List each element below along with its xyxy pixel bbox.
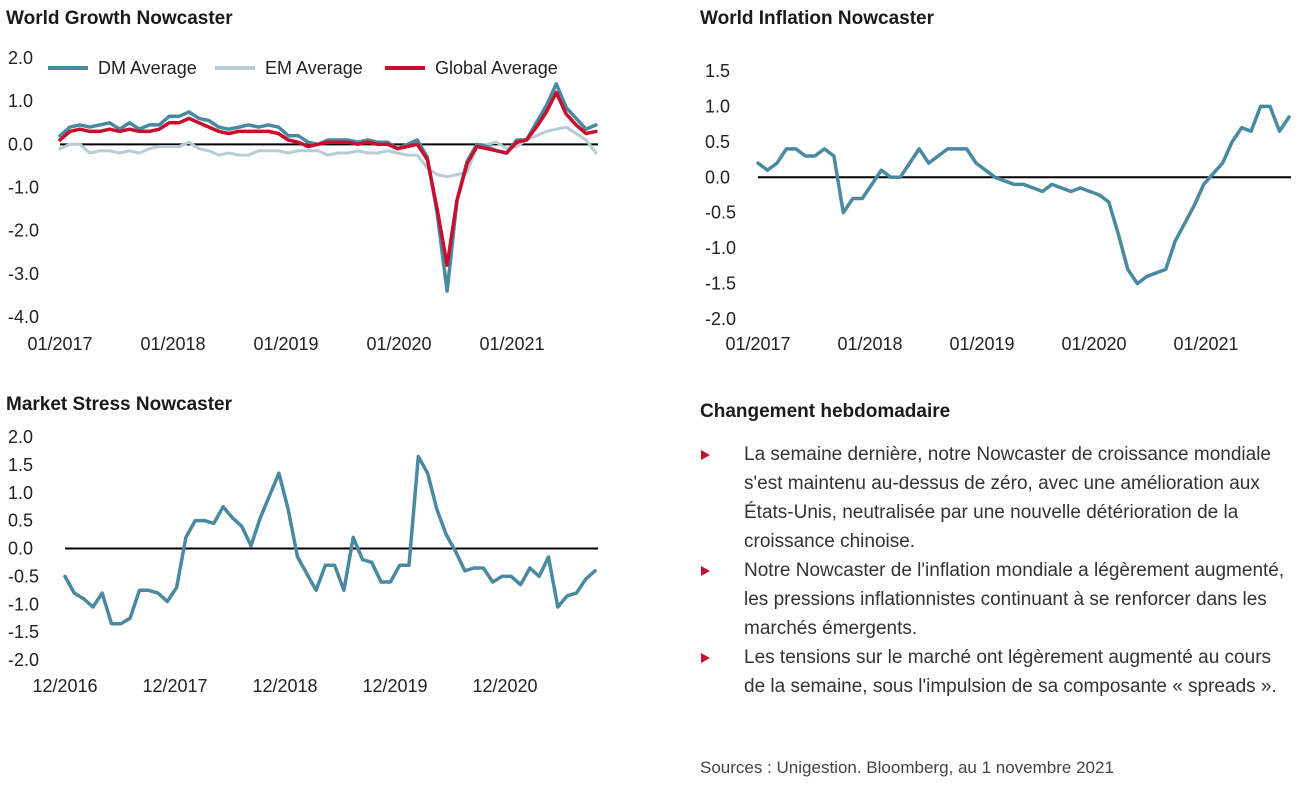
source-note: Sources : Unigestion. Bloomberg, au 1 no…: [700, 758, 1114, 777]
x-tick-label: 01/2017: [27, 334, 92, 354]
bullet-triangle-icon: [701, 566, 710, 576]
x-tick-label: 12/2017: [142, 676, 207, 696]
weekly-change-item: Notre Nowcaster de l'inflation mondiale …: [700, 556, 1295, 643]
y-tick-label: -2.0: [8, 650, 39, 670]
x-tick-label: 01/2018: [837, 334, 902, 354]
stress-chart-title: Market Stress Nowcaster: [6, 394, 232, 415]
series-line-em-average: [58, 125, 598, 179]
y-tick-label: -2.0: [705, 309, 736, 329]
y-tick-label: 0.0: [8, 539, 33, 559]
bullet-triangle-icon: [701, 450, 710, 460]
x-tick-label: 01/2018: [140, 334, 205, 354]
y-tick-label: -1.5: [8, 622, 39, 642]
y-tick-label: 1.0: [8, 483, 33, 503]
y-tick-label: 0.0: [8, 134, 33, 154]
weekly-change-item: La semaine dernière, notre Nowcaster de …: [700, 440, 1295, 556]
y-tick-label: -1.0: [8, 594, 39, 614]
series-line-inflation: [756, 104, 1291, 286]
y-tick-label: -0.5: [705, 203, 736, 223]
legend-label: EM Average: [265, 58, 363, 78]
weekly-change-text: Les tensions sur le marché ont légèremen…: [744, 647, 1277, 697]
y-tick-label: 1.0: [705, 96, 730, 116]
y-tick-label: 2.0: [8, 427, 33, 447]
x-tick-label: 12/2018: [252, 676, 317, 696]
x-tick-label: 01/2021: [479, 334, 544, 354]
legend-label: DM Average: [98, 58, 197, 78]
weekly-change-item: Les tensions sur le marché ont légèremen…: [700, 643, 1295, 701]
y-tick-label: 1.0: [8, 91, 33, 111]
y-tick-label: -1.0: [705, 238, 736, 258]
weekly-change-text: Notre Nowcaster de l'inflation mondiale …: [744, 560, 1285, 639]
x-tick-label: 01/2019: [253, 334, 318, 354]
y-tick-label: -0.5: [8, 566, 39, 586]
series-line-market-stress: [63, 454, 597, 626]
x-tick-label: 12/2020: [472, 676, 537, 696]
weekly-change-list: La semaine dernière, notre Nowcaster de …: [700, 440, 1295, 701]
x-tick-label: 01/2020: [1061, 334, 1126, 354]
bullet-triangle-icon: [701, 653, 710, 663]
y-tick-label: 1.5: [8, 455, 33, 475]
inflation-chart-title: World Inflation Nowcaster: [700, 8, 935, 29]
y-tick-label: 1.5: [705, 61, 730, 81]
x-tick-label: 01/2019: [949, 334, 1014, 354]
x-tick-label: 01/2017: [725, 334, 790, 354]
y-tick-label: 0.5: [8, 511, 33, 531]
x-tick-label: 01/2020: [366, 334, 431, 354]
y-tick-label: -1.5: [705, 274, 736, 294]
y-tick-label: -1.0: [8, 178, 39, 198]
x-tick-label: 12/2016: [32, 676, 97, 696]
y-tick-label: 0.5: [705, 132, 730, 152]
y-tick-label: -2.0: [8, 221, 39, 241]
y-tick-label: -4.0: [8, 307, 39, 327]
y-tick-label: -3.0: [8, 264, 39, 284]
x-tick-label: 01/2021: [1173, 334, 1238, 354]
x-tick-label: 12/2019: [362, 676, 427, 696]
series-line-global-average: [58, 90, 598, 267]
y-tick-label: 2.0: [8, 48, 33, 68]
y-tick-label: 0.0: [705, 167, 730, 187]
growth-chart-title: World Growth Nowcaster: [6, 8, 233, 29]
weekly-change-text: La semaine dernière, notre Nowcaster de …: [744, 444, 1271, 552]
legend-label: Global Average: [435, 58, 558, 78]
weekly-change-title: Changement hebdomadaire: [700, 401, 951, 422]
